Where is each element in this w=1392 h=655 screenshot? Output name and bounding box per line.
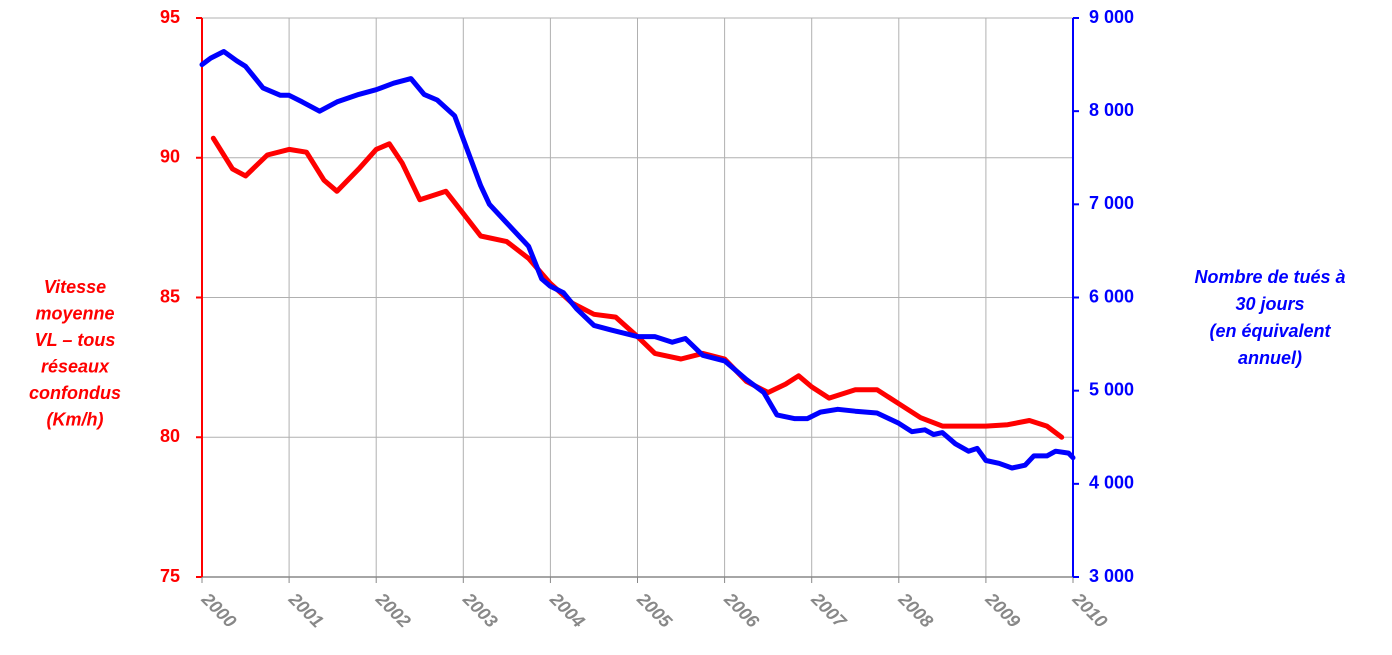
x-tick-label: 2010 <box>1068 588 1111 631</box>
x-tick-label: 2002 <box>371 588 414 631</box>
y2-axis-title: annuel) <box>1238 348 1302 368</box>
y-axis-title: réseaux <box>41 356 110 376</box>
y-axis-title: moyenne <box>35 303 114 323</box>
x-tick-label: 2005 <box>633 588 677 632</box>
y2-axis-title: Nombre de tués à <box>1194 267 1345 287</box>
y-axis-title: (Km/h) <box>47 409 104 429</box>
y-tick-label: 80 <box>160 426 180 446</box>
y2-tick-label: 6 000 <box>1089 286 1134 306</box>
x-tick-label: 2000 <box>197 588 240 631</box>
y-tick-label: 90 <box>160 147 180 167</box>
y2-axis-title: (en équivalent <box>1209 321 1331 341</box>
x-tick-label: 2009 <box>981 588 1024 631</box>
x-tick-label: 2004 <box>546 588 589 631</box>
y-tick-label: 75 <box>160 566 180 586</box>
y-tick-label: 85 <box>160 286 180 306</box>
data-line <box>210 135 1065 440</box>
y2-tick-label: 4 000 <box>1089 473 1134 493</box>
y2-tick-label: 7 000 <box>1089 193 1134 213</box>
y-tick-label: 95 <box>160 7 180 27</box>
y-axis-title: confondus <box>29 383 121 403</box>
x-tick-label: 2001 <box>284 588 327 631</box>
data-line <box>199 49 1076 471</box>
y-axis-title: Vitesse <box>44 277 106 297</box>
x-tick-label: 2008 <box>894 588 937 631</box>
x-tick-label: 2003 <box>458 588 501 631</box>
y2-tick-label: 9 000 <box>1089 7 1134 27</box>
x-tick-label: 2006 <box>720 588 764 632</box>
y2-tick-label: 5 000 <box>1089 379 1134 399</box>
y2-tick-label: 3 000 <box>1089 566 1134 586</box>
x-tick-label: 2007 <box>807 588 851 632</box>
y2-axis-title: 30 jours <box>1235 294 1304 314</box>
y-axis-title: VL – tous <box>35 330 116 350</box>
y2-tick-label: 8 000 <box>1089 100 1134 120</box>
